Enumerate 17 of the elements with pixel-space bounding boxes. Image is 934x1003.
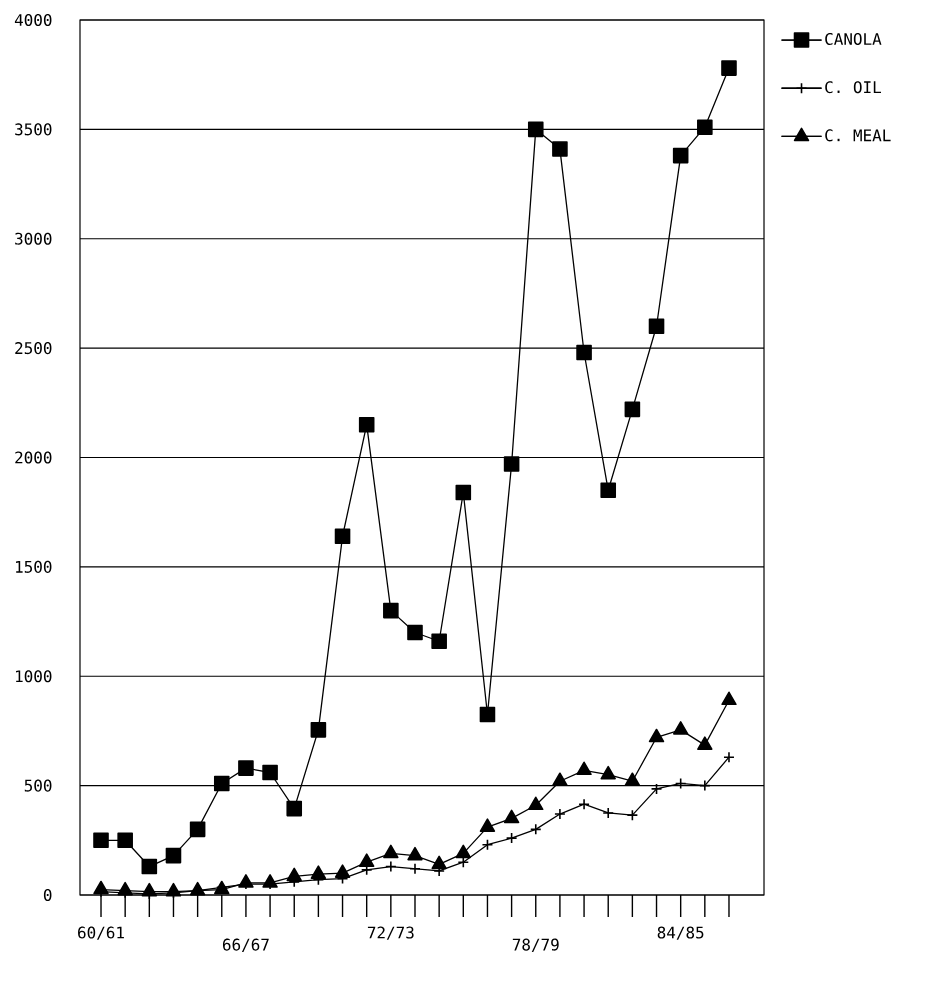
y-tick-label: 2000 (15, 451, 52, 464)
x-tick-label: 60/61 (78, 926, 124, 940)
y-tick-label: 1000 (16, 670, 52, 683)
legend-label: CANOLA (825, 32, 882, 45)
x-tick-label: 72/73 (367, 926, 414, 940)
y-tick-label: 2500 (15, 342, 52, 355)
y-tick-label: 4000 (14, 13, 52, 27)
y-tick-label: 3000 (15, 232, 52, 245)
y-tick-label: 500 (24, 779, 52, 792)
x-tick-label: 84/85 (657, 926, 704, 940)
x-tick-label: 66/67 (222, 938, 269, 952)
y-tick-label: 1500 (16, 560, 52, 573)
x-tick-label: 78/79 (512, 938, 559, 952)
y-tick-label: 0 (43, 888, 52, 902)
legend-label: C. OIL (825, 81, 881, 94)
y-tick-label: 3500 (15, 123, 52, 136)
legend-label: C. MEAL (825, 129, 891, 142)
